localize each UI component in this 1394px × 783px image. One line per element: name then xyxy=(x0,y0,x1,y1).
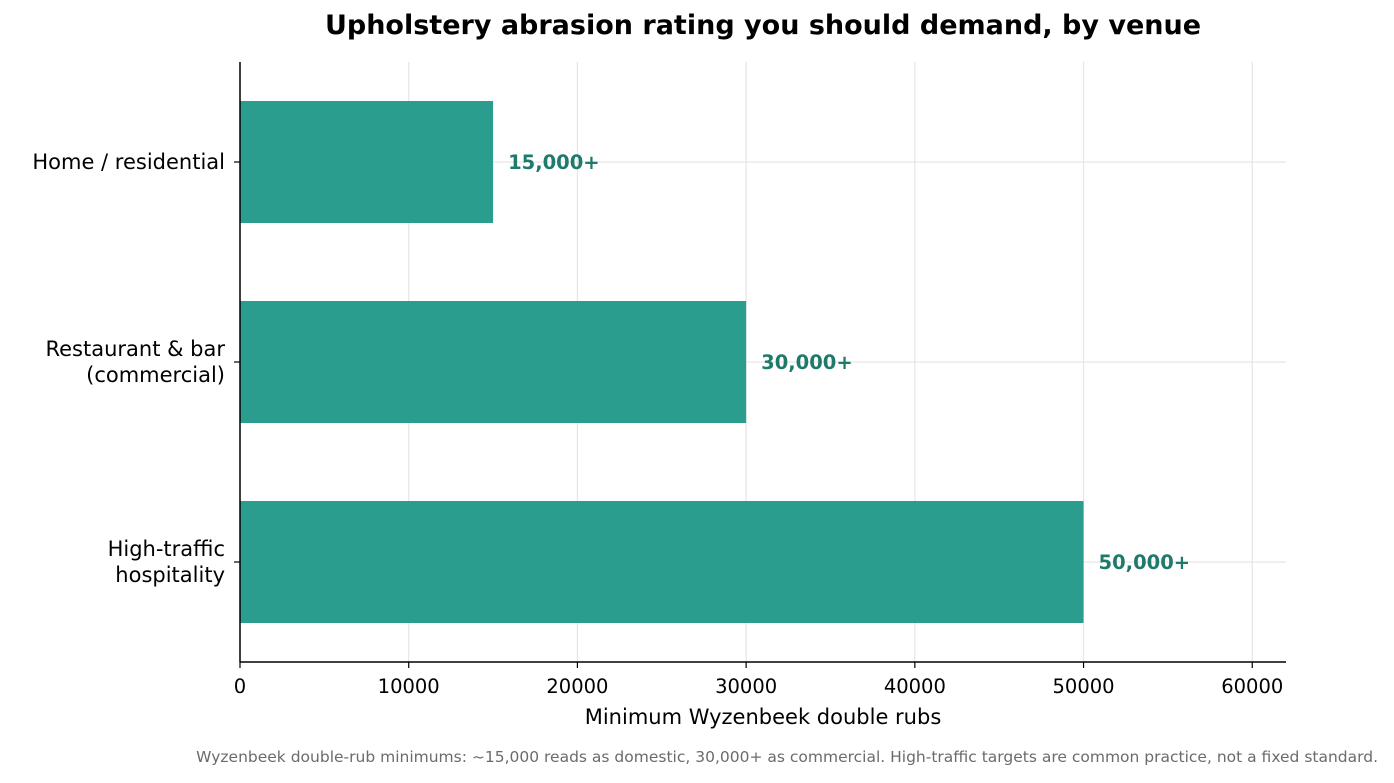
x-tick-label: 20000 xyxy=(546,675,608,698)
x-tick-label: 10000 xyxy=(378,675,440,698)
y-category-label: Home / residential xyxy=(32,150,225,174)
bar xyxy=(240,101,494,223)
x-tick-label: 60000 xyxy=(1221,675,1283,698)
y-category-label: Restaurant & bar xyxy=(45,337,225,361)
bar-value-label: 30,000+ xyxy=(761,351,853,374)
footnote: Wyzenbeek double-rub minimums: ~15,000 r… xyxy=(196,748,1378,766)
x-tick-label: 40000 xyxy=(884,675,946,698)
bar xyxy=(240,301,747,423)
x-axis-title: Minimum Wyzenbeek double rubs xyxy=(585,705,942,729)
x-tick-label: 0 xyxy=(234,675,246,698)
ticks xyxy=(234,161,1253,668)
labels: 0 10000 20000 30000 40000 50000 60000 15,000+ Ho… xyxy=(32,150,1283,698)
x-tick-label: 30000 xyxy=(715,675,777,698)
x-tick-label: 50000 xyxy=(1053,675,1115,698)
bar-value-label: 15,000+ xyxy=(508,151,600,174)
bar-value-label: 50,000+ xyxy=(1099,551,1191,574)
bar xyxy=(240,501,1084,623)
y-category-label: High-traffic xyxy=(108,537,225,561)
y-category-label: (commercial) xyxy=(86,363,225,387)
bars xyxy=(240,101,1084,623)
chart-title: Upholstery abrasion rating you should de… xyxy=(324,10,1202,41)
y-category-label: hospitality xyxy=(115,563,225,587)
